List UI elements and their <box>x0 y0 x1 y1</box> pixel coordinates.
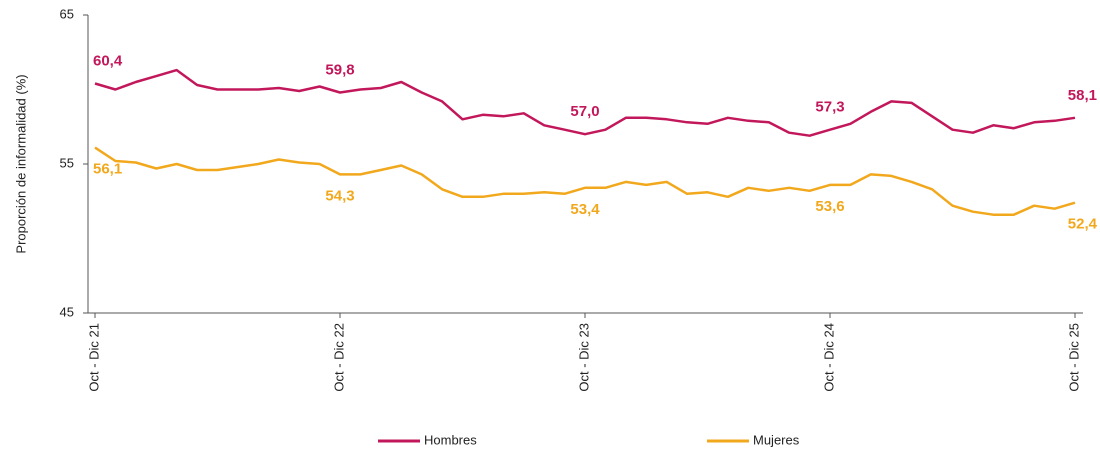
data-label: 57,3 <box>815 99 844 116</box>
y-tick-label: 55 <box>60 155 74 170</box>
series-line <box>94 146 1076 216</box>
data-label: 53,6 <box>815 198 844 215</box>
data-label: 52,4 <box>1068 216 1098 233</box>
x-tick-label: Oct - Dic 21 <box>86 323 101 392</box>
y-tick-label: 45 <box>60 304 74 319</box>
data-label: 59,8 <box>325 61 354 78</box>
data-label: 56,1 <box>93 161 122 178</box>
legend-label: Mujeres <box>753 432 800 447</box>
y-axis-label: Proporción de informalidad (%) <box>13 74 28 253</box>
x-tick-label: Oct - Dic 24 <box>821 323 836 392</box>
y-tick-label: 65 <box>60 6 74 21</box>
data-label: 53,4 <box>570 201 600 218</box>
x-tick-label: Oct - Dic 22 <box>331 323 346 392</box>
series-line <box>94 68 1076 137</box>
x-tick-label: Oct - Dic 23 <box>576 323 591 392</box>
x-tick-label: Oct - Dic 25 <box>1066 323 1081 392</box>
data-label: 58,1 <box>1068 87 1097 104</box>
data-label: 57,0 <box>570 103 599 120</box>
legend-label: Hombres <box>424 432 477 447</box>
data-label: 60,4 <box>93 53 123 70</box>
data-label: 54,3 <box>325 187 354 204</box>
